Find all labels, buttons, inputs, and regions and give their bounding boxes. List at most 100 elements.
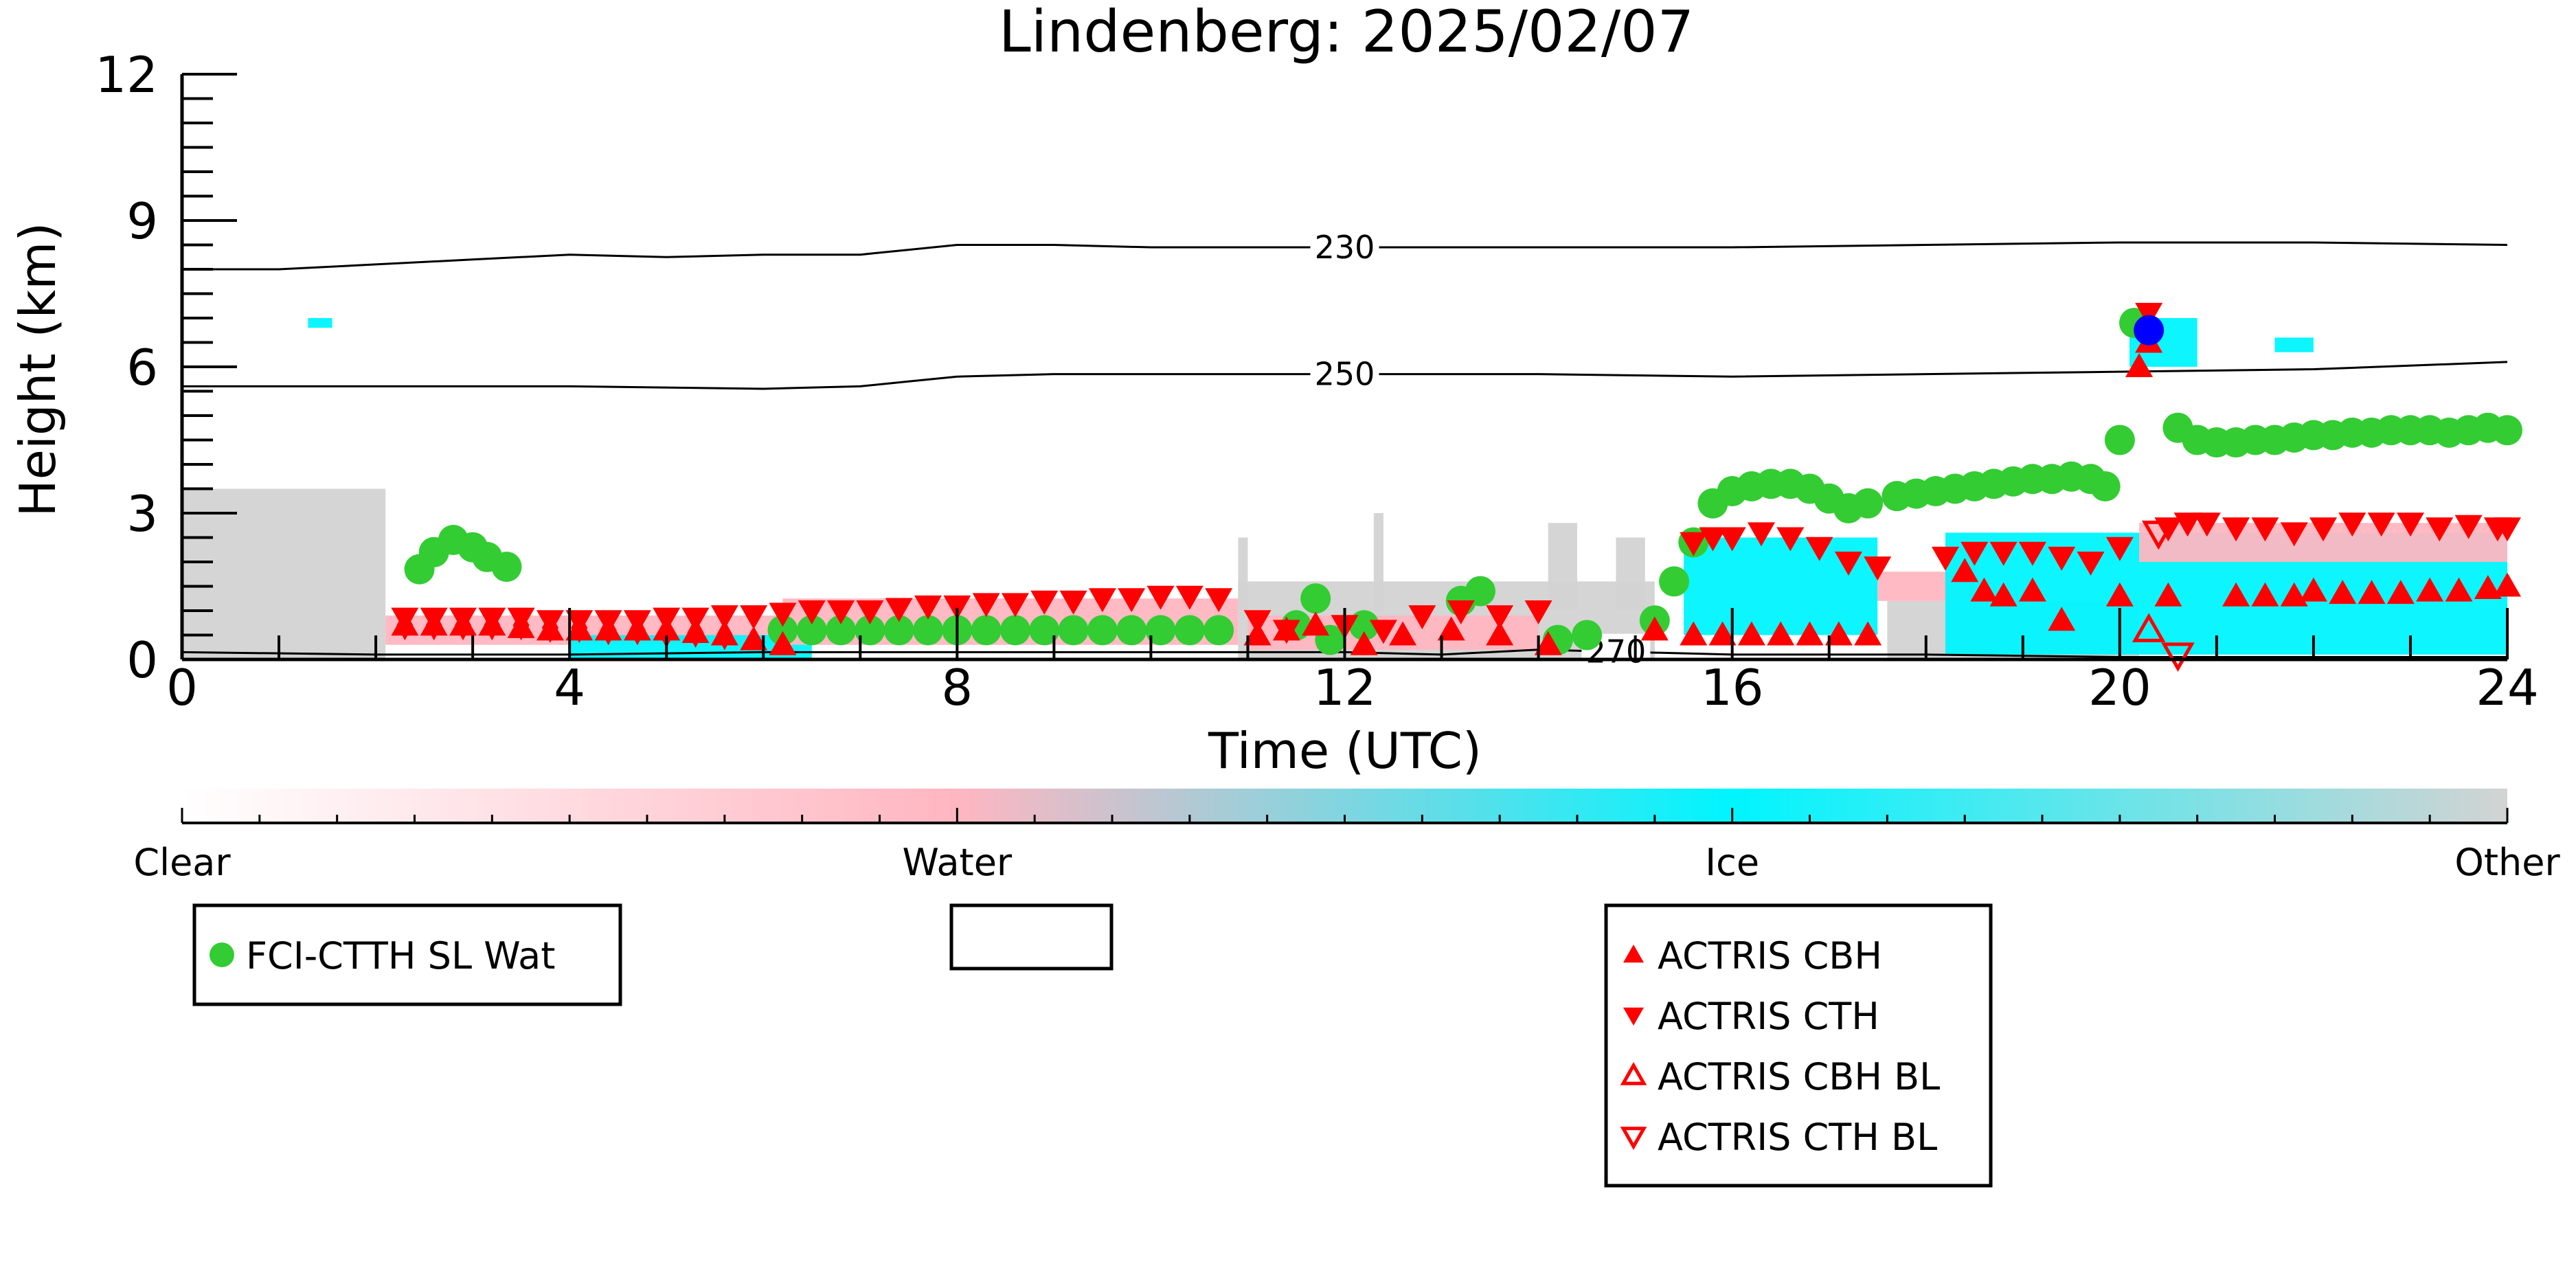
marker-actris-cth xyxy=(1805,536,1833,561)
marker-actris-cbh xyxy=(2474,575,2502,600)
colorbar-label: Other xyxy=(2454,841,2560,884)
y-tick-label: 0 xyxy=(126,631,158,689)
marker-actris-cbh xyxy=(2358,580,2386,605)
marker-fci-ctth-sl-wat xyxy=(883,615,914,646)
phase-region-other xyxy=(1373,513,1383,611)
marker-actris-cth xyxy=(2222,517,2250,542)
marker-actris-cbh xyxy=(1970,577,1998,602)
marker-actris-cbh xyxy=(2299,577,2327,602)
marker-fci-ctth-sl-wat xyxy=(1116,615,1147,646)
phase-region-ice xyxy=(308,318,332,328)
marker-actris-cth xyxy=(1989,541,2018,566)
y-tick-label: 9 xyxy=(126,192,158,250)
marker-actris-cbh xyxy=(1534,631,1562,655)
marker-actris-cth xyxy=(769,602,797,627)
marker-fci-ctth-sl-wat xyxy=(971,615,1002,646)
marker-actris-cbh xyxy=(2386,580,2415,605)
marker-actris-cth xyxy=(1699,527,1727,552)
x-tick-label: 8 xyxy=(941,659,973,716)
marker-actris-cbh xyxy=(1389,621,1417,646)
marker-actris-cbh xyxy=(2329,580,2357,605)
marker-actris-cth xyxy=(2426,517,2454,542)
marker-actris-cbh xyxy=(769,631,797,655)
marker-actris-cth xyxy=(856,600,884,624)
marker-fci-ctth-sl-wat xyxy=(1465,576,1495,607)
marker-circle-5 xyxy=(2134,315,2165,346)
contour-line-230 xyxy=(182,241,2508,271)
legend-label-actris-cth: ACTRIS CTH xyxy=(1658,995,1879,1038)
marker-fci-ctth-sl-wat xyxy=(826,615,857,646)
legends: FCI-CTTH SL Wat ACTRIS CBH ACTRIS CTH ACTRI… xyxy=(192,903,1993,1188)
chart-title: Lindenberg: 2025/02/07 xyxy=(999,0,1694,65)
marker-actris-cth xyxy=(1524,600,1552,624)
marker-actris-cth xyxy=(2280,522,2308,547)
marker-fci-ctth-sl-wat xyxy=(1659,566,1690,597)
marker-actris-cth xyxy=(972,593,1000,618)
marker-actris-cth xyxy=(1243,610,1272,635)
marker-fci-ctth-sl-wat xyxy=(2492,415,2522,446)
marker-actris-cbh xyxy=(1989,582,2018,607)
marker-actris-cbh xyxy=(1302,611,1330,636)
marker-diamond-6 xyxy=(687,617,704,648)
marker-actris-cth xyxy=(1718,527,1746,552)
marker-fci-ctth-sl-wat xyxy=(1300,583,1331,614)
marker-actris-cbh xyxy=(1437,616,1465,641)
marker-actris-cth xyxy=(1118,588,1146,613)
marker-fci-ctth-sl-wat xyxy=(796,615,827,646)
marker-fci-ctth-sl-wat xyxy=(1058,615,1089,646)
marker-actris-cth xyxy=(1408,605,1436,630)
phase-region-ice xyxy=(2274,337,2314,352)
marker-actris-cbh xyxy=(2105,582,2134,607)
marker-fci-ctth-sl-wat xyxy=(855,615,885,646)
marker-fci-ctth-sl-wat xyxy=(1572,620,1603,651)
marker-actris-cth xyxy=(2367,512,2395,537)
marker-actris-cbh-bl xyxy=(2132,613,2166,642)
marker-fci-ctth-sl-wat xyxy=(1204,615,1234,646)
contour-line-250 xyxy=(182,361,2508,390)
marker-actris-cbh xyxy=(2154,582,2182,607)
marker-actris-cth xyxy=(2173,512,2202,537)
marker-actris-cbh xyxy=(2416,577,2444,602)
marker-fci-ctth-sl-wat xyxy=(1029,615,1060,646)
marker-actris-cbh xyxy=(1350,631,1378,655)
marker-actris-cth xyxy=(2105,536,2134,561)
marker-fci-ctth-sl-wat xyxy=(1087,615,1118,646)
marker-fci-ctth-sl-wat xyxy=(913,615,944,646)
legend-box xyxy=(192,903,622,1006)
legend-marker-actris-cbh-bl xyxy=(1620,1061,1647,1085)
marker-actris-cbh xyxy=(1796,621,1824,646)
legend-label-fci-ctth-sl-wat: FCI-CTTH SL Wat xyxy=(246,934,555,978)
marker-actris-cbh xyxy=(2018,577,2046,602)
phase-colorbar: Clear Water Ice Other xyxy=(133,789,2560,884)
y-axis-label: Height (km) xyxy=(9,223,67,517)
marker-actris-cth xyxy=(2396,512,2424,537)
contour-label-bg xyxy=(1310,356,1379,392)
marker-actris-cbh xyxy=(1486,621,1514,646)
marker-actris-cth xyxy=(914,595,942,620)
marker-actris-cbh xyxy=(1680,621,1708,646)
marker-actris-cth xyxy=(1205,588,1233,613)
marker-actris-cth-bl xyxy=(2161,642,2195,672)
marker-actris-cbh xyxy=(1767,621,1795,646)
marker-actris-cth xyxy=(1001,593,1029,618)
marker-actris-cth xyxy=(740,605,768,630)
marker-actris-cbh xyxy=(1708,621,1737,646)
phase-region-other xyxy=(1238,537,1248,611)
marker-actris-cth xyxy=(943,595,971,620)
x-tick-label: 0 xyxy=(166,659,198,716)
marker-actris-cth xyxy=(885,598,913,622)
legend-label-actris-cth-bl: ACTRIS CTH BL xyxy=(1658,1116,1937,1159)
marker-actris-cth xyxy=(2494,517,2521,542)
x-axis-label: Time (UTC) xyxy=(1208,722,1482,780)
plot-axes: 0 3 6 9 12 0 4 8 12 16 20 24 xyxy=(95,46,2538,716)
y-tick-label: 6 xyxy=(126,339,158,396)
legend-marker-actris-cth-bl xyxy=(1620,1127,1647,1151)
colorbar-label: Water xyxy=(903,841,1013,884)
marker-fci-ctth-sl-wat xyxy=(1174,615,1205,646)
marker-actris-cth xyxy=(1175,585,1204,610)
marker-actris-cbh xyxy=(1737,621,1765,646)
marker-actris-cth xyxy=(2309,517,2338,542)
marker-fci-ctth-sl-wat xyxy=(999,615,1030,646)
y-tick-label: 12 xyxy=(95,46,158,104)
